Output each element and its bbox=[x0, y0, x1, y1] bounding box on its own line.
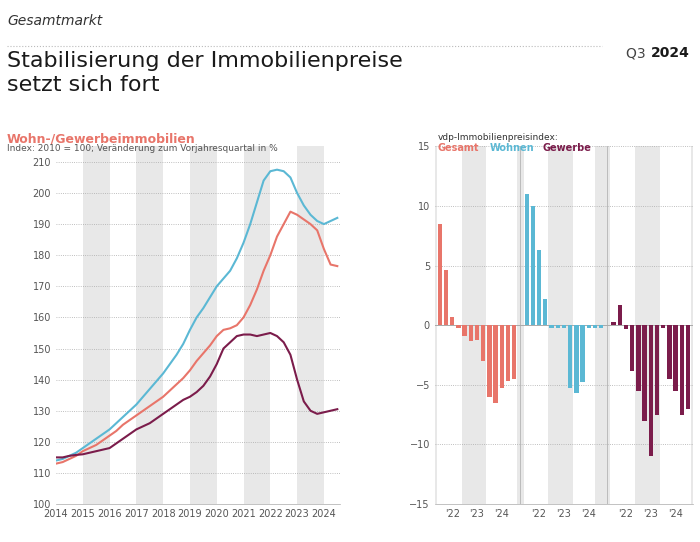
Text: Gesamt: Gesamt bbox=[438, 143, 479, 152]
Bar bbox=[587, 325, 591, 327]
Bar bbox=[617, 305, 622, 325]
Bar bbox=[512, 325, 517, 379]
Bar bbox=[599, 325, 603, 327]
Bar bbox=[110, 146, 136, 504]
Bar bbox=[630, 325, 634, 371]
Bar bbox=[580, 325, 584, 383]
Text: Wohn-/Gewerbeimmobilien: Wohn-/Gewerbeimmobilien bbox=[7, 133, 196, 146]
Bar bbox=[136, 146, 163, 504]
Bar bbox=[475, 325, 480, 339]
Bar bbox=[610, 146, 691, 504]
Bar bbox=[667, 325, 671, 379]
Bar bbox=[574, 325, 578, 393]
Bar bbox=[543, 299, 547, 325]
Text: 2024: 2024 bbox=[651, 46, 690, 60]
Bar bbox=[643, 325, 647, 421]
Bar bbox=[297, 146, 324, 504]
Bar bbox=[444, 270, 448, 325]
Bar bbox=[506, 325, 510, 381]
Bar bbox=[548, 146, 576, 504]
Bar bbox=[673, 325, 678, 391]
Bar bbox=[56, 146, 83, 504]
Bar bbox=[438, 224, 442, 325]
Bar bbox=[660, 146, 682, 504]
Bar bbox=[649, 325, 653, 456]
Text: INDEX: INDEX bbox=[629, 16, 655, 25]
Text: vdp-Immobilienpreisindex:: vdp-Immobilienpreisindex: bbox=[438, 133, 559, 142]
Bar bbox=[481, 325, 485, 361]
Bar bbox=[654, 325, 659, 415]
Text: Index: 2010 = 100; Veränderung zum Vorjahresquartal in %: Index: 2010 = 100; Veränderung zum Vorja… bbox=[7, 144, 278, 153]
Bar bbox=[556, 325, 560, 327]
Text: Q3: Q3 bbox=[626, 46, 650, 60]
Bar bbox=[550, 325, 554, 327]
Bar bbox=[610, 146, 638, 504]
Bar bbox=[500, 325, 504, 389]
Bar bbox=[83, 146, 110, 504]
Bar bbox=[624, 325, 628, 329]
Bar bbox=[568, 325, 573, 389]
Bar bbox=[531, 206, 535, 325]
Bar bbox=[163, 146, 190, 504]
Bar bbox=[461, 146, 489, 504]
Bar bbox=[463, 325, 467, 336]
Bar bbox=[270, 146, 297, 504]
Bar bbox=[217, 146, 244, 504]
Bar bbox=[561, 325, 566, 327]
Bar bbox=[661, 325, 666, 327]
Text: vdp: vdp bbox=[576, 15, 599, 25]
Text: Wohnen: Wohnen bbox=[490, 143, 535, 152]
Bar bbox=[494, 325, 498, 403]
Bar bbox=[573, 146, 595, 504]
Bar bbox=[524, 194, 529, 325]
Bar bbox=[190, 146, 217, 504]
Bar bbox=[469, 325, 473, 341]
Bar bbox=[524, 146, 552, 504]
Text: Gewerbe: Gewerbe bbox=[542, 143, 592, 152]
Text: Gesamtmarkt: Gesamtmarkt bbox=[7, 14, 102, 28]
Bar bbox=[487, 325, 491, 397]
Bar bbox=[611, 321, 616, 325]
Bar bbox=[456, 325, 461, 327]
Bar bbox=[686, 325, 690, 409]
Bar bbox=[636, 146, 663, 504]
Bar bbox=[324, 146, 351, 504]
Bar bbox=[437, 146, 517, 504]
Bar bbox=[636, 325, 641, 391]
Bar bbox=[437, 146, 465, 504]
Bar bbox=[537, 250, 541, 325]
Bar bbox=[244, 146, 270, 504]
Text: Stabilisierung der Immobilienpreise
setzt sich fort: Stabilisierung der Immobilienpreise setz… bbox=[7, 51, 402, 95]
Bar bbox=[680, 325, 684, 415]
Bar bbox=[450, 317, 454, 325]
Bar bbox=[486, 146, 508, 504]
Bar bbox=[524, 146, 604, 504]
Bar bbox=[593, 325, 597, 327]
